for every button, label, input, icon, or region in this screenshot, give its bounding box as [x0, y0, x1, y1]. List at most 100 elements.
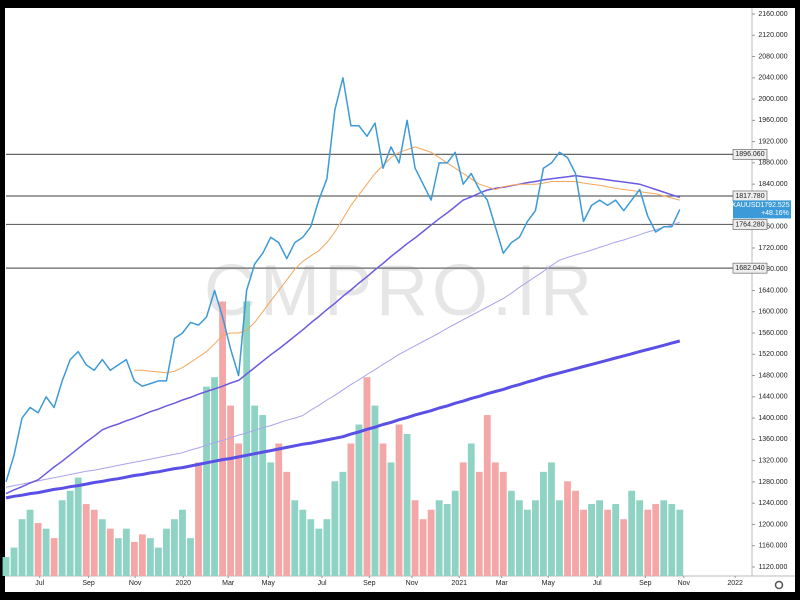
volume-bar	[443, 504, 451, 576]
y-tick-label: 1720.000	[758, 245, 787, 252]
volume-bar	[556, 500, 563, 576]
volume-bar	[275, 443, 283, 576]
y-tick-label: 1400.000	[758, 415, 787, 422]
volume-bar	[387, 462, 395, 576]
last-price-box	[733, 200, 791, 219]
volume-bar	[203, 386, 210, 576]
volume-bar	[2, 557, 10, 576]
volume-bar	[491, 462, 499, 576]
y-tick-label: 2000.000	[758, 96, 787, 103]
volume-bar	[676, 509, 684, 576]
y-tick-label: 2080.000	[758, 53, 787, 60]
x-tick-label: May	[262, 580, 276, 587]
y-tick-label: 1600.000	[758, 309, 787, 316]
y-tick-label: 1200.000	[758, 521, 787, 528]
volume-bar	[580, 509, 587, 576]
last-price-value: 1792.525	[760, 202, 789, 209]
volume-bar	[451, 490, 459, 576]
volume-bar	[644, 509, 652, 576]
volume-bar	[339, 471, 347, 576]
watermark: CMPRO.IR	[204, 251, 596, 331]
volume-bar	[130, 541, 138, 576]
series-line	[5, 339, 681, 500]
y-tick-label: 1760.000	[758, 224, 787, 231]
level-label: 1764.280	[735, 221, 764, 228]
volume-bar	[499, 471, 507, 576]
volume-bar	[267, 462, 275, 576]
volume-bar	[243, 301, 251, 576]
volume-bar	[18, 519, 26, 576]
volume-bar	[483, 415, 491, 576]
y-tick-label: 1280.000	[758, 479, 787, 486]
x-tick-label: 2020	[175, 580, 191, 587]
y-tick-label: 1360.000	[758, 436, 787, 443]
volume-bar	[283, 471, 291, 576]
y-tick-label: 1560.000	[758, 330, 787, 337]
volume-bar	[58, 500, 66, 576]
volume-bar	[179, 509, 186, 576]
y-tick-label: 1640.000	[758, 287, 787, 294]
volume-bar	[620, 519, 628, 576]
volume-bar	[379, 443, 387, 576]
volume-bar	[515, 500, 523, 576]
volume-bar	[604, 509, 612, 576]
series-line	[134, 146, 680, 374]
volume-bar	[612, 504, 620, 576]
plot-area: 2160.000 2120.000 2080.000 2040.000 2000.000…	[2, 11, 791, 587]
x-tick-label: Nov	[678, 580, 691, 587]
y-tick-label: 1520.000	[758, 351, 787, 358]
x-tick-label: Sep	[639, 580, 652, 587]
volume-bar	[507, 490, 515, 576]
y-tick-label: 1440.000	[758, 394, 787, 401]
volume-bar	[154, 547, 162, 576]
volume-bar	[251, 405, 259, 576]
series-line	[5, 174, 681, 495]
level-label: 1896.060	[735, 151, 764, 158]
y-tick-label: 2120.000	[758, 32, 787, 39]
volume-bar	[66, 490, 74, 576]
volume-bar	[395, 424, 403, 576]
volume-bar	[564, 481, 571, 576]
volume-bar	[371, 405, 379, 576]
gear[interactable]	[774, 580, 784, 590]
y-tick-label: 1840.000	[758, 181, 787, 188]
level-label-box	[732, 219, 768, 230]
x-tick-label: Sep	[363, 580, 376, 587]
volume-bar	[219, 301, 226, 576]
y-tick-label: 2040.000	[758, 75, 787, 82]
volume-bar	[74, 477, 82, 576]
volume-bar	[628, 490, 636, 576]
volume-bar	[211, 377, 218, 576]
level-label-box	[732, 149, 768, 160]
y-tick-label: 1680.000	[758, 266, 787, 273]
x-tick-label: 2022	[727, 580, 743, 587]
y-tick-label: 1960.000	[758, 117, 787, 124]
volume-bar	[467, 443, 475, 576]
volume-bar	[523, 509, 531, 576]
y-tick-label: 1160.000	[759, 543, 788, 550]
series-line	[5, 77, 681, 483]
volume-bar	[668, 504, 676, 576]
y-tick-label: 1880.000	[758, 160, 787, 167]
volume-bar	[459, 462, 467, 576]
volume-bar	[572, 490, 579, 576]
volume-bar	[363, 377, 371, 576]
volume-bar	[475, 471, 483, 576]
volume-bar	[171, 519, 178, 576]
volume-bar	[122, 528, 130, 576]
volume-bar	[419, 519, 427, 576]
x-tick-label: Nov	[406, 580, 419, 587]
volume-bar	[307, 519, 315, 576]
volume-bar	[299, 509, 307, 576]
level-label-box	[732, 262, 768, 274]
y-tick-label: 1320.000	[758, 457, 787, 464]
volume-bar	[323, 519, 331, 576]
settings-icon[interactable]	[774, 580, 784, 590]
volume-bar	[315, 528, 323, 576]
y-tick-label: 2160.000	[758, 11, 787, 18]
volume-bar	[227, 405, 235, 576]
volume-bar	[163, 528, 170, 576]
x-tick-label: Mar	[222, 580, 235, 587]
